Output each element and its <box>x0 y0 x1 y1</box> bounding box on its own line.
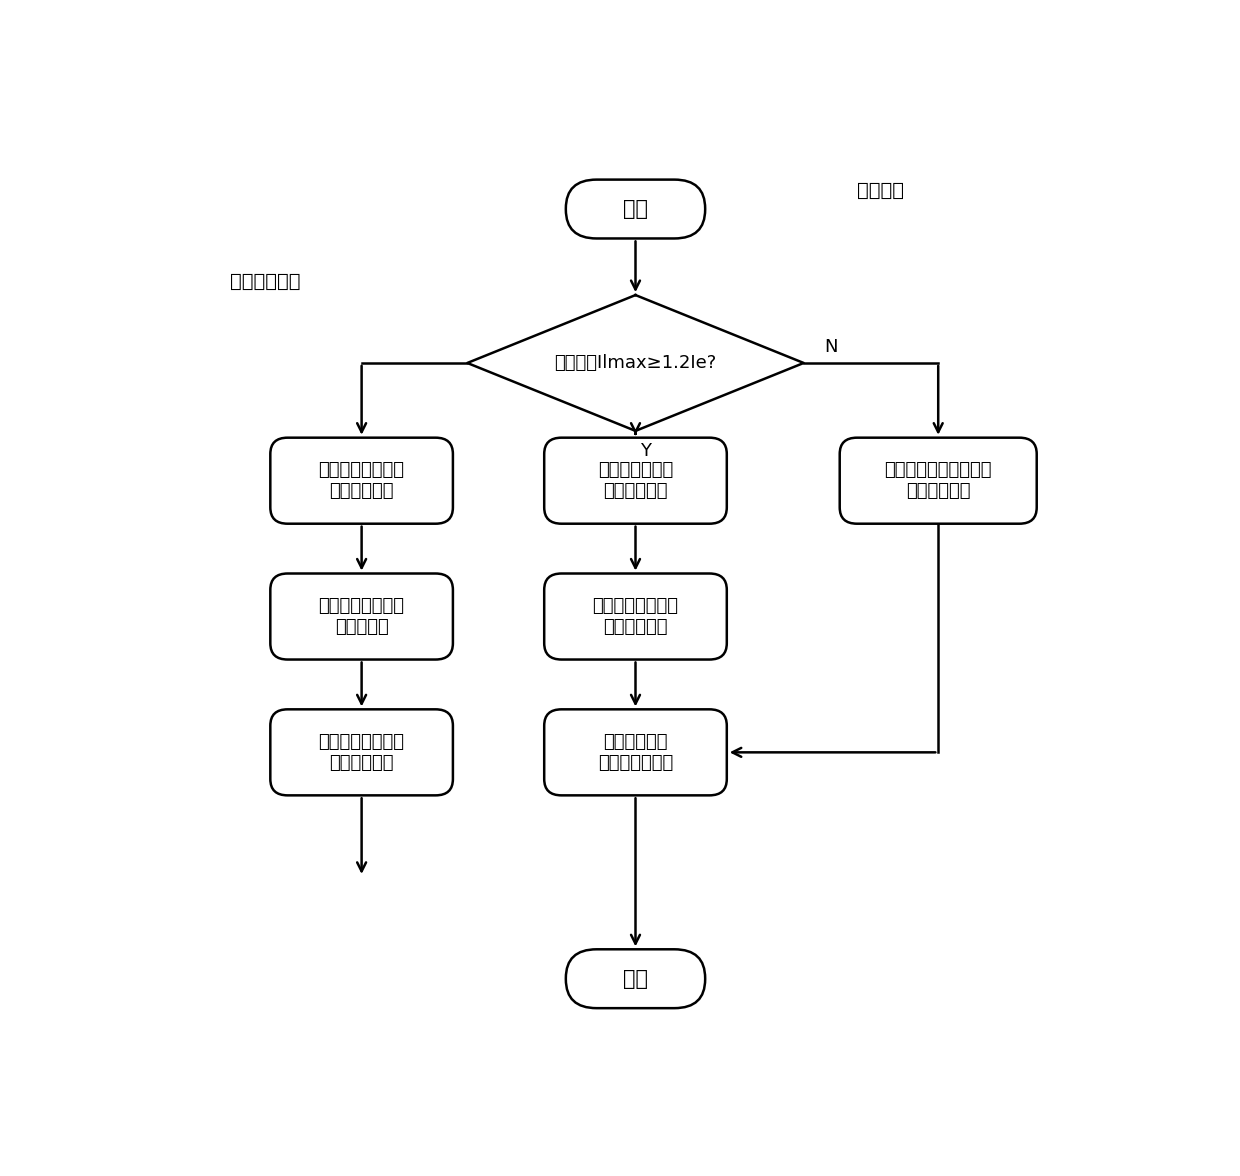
FancyBboxPatch shape <box>270 709 453 795</box>
Text: 启动否及Ilmax≥1.2Ie?: 启动否及Ilmax≥1.2Ie? <box>554 354 717 372</box>
Text: 选相处理: 选相处理 <box>857 181 904 200</box>
FancyBboxPatch shape <box>544 437 727 523</box>
Text: Y: Y <box>640 442 651 460</box>
Text: 综合故障选相
及继电器字处理: 综合故障选相 及继电器字处理 <box>598 733 673 771</box>
FancyBboxPatch shape <box>544 574 727 660</box>
Text: 故障特征标志字及继电
器字清零处理: 故障特征标志字及继电 器字清零处理 <box>884 461 992 500</box>
Text: 各支路最大零序电
流选择处理: 各支路最大零序电 流选择处理 <box>319 597 404 636</box>
Text: 故障特征量最大相
电流选择处理: 故障特征量最大相 电流选择处理 <box>319 733 404 771</box>
Text: 数据准备处理: 数据准备处理 <box>231 272 301 290</box>
Text: 故障特征相识别
及标志字处理: 故障特征相识别 及标志字处理 <box>598 461 673 500</box>
Text: 各支路三相中最大
电流选择处理: 各支路三相中最大 电流选择处理 <box>319 461 404 500</box>
FancyBboxPatch shape <box>270 574 453 660</box>
Text: N: N <box>823 338 837 355</box>
FancyBboxPatch shape <box>544 709 727 795</box>
FancyBboxPatch shape <box>565 180 706 239</box>
FancyBboxPatch shape <box>270 437 453 523</box>
Text: 开始: 开始 <box>622 199 649 219</box>
Text: 结束: 结束 <box>622 969 649 989</box>
FancyBboxPatch shape <box>565 949 706 1008</box>
Text: 接地故障特征识别
及标志字处理: 接地故障特征识别 及标志字处理 <box>593 597 678 636</box>
FancyBboxPatch shape <box>839 437 1037 523</box>
